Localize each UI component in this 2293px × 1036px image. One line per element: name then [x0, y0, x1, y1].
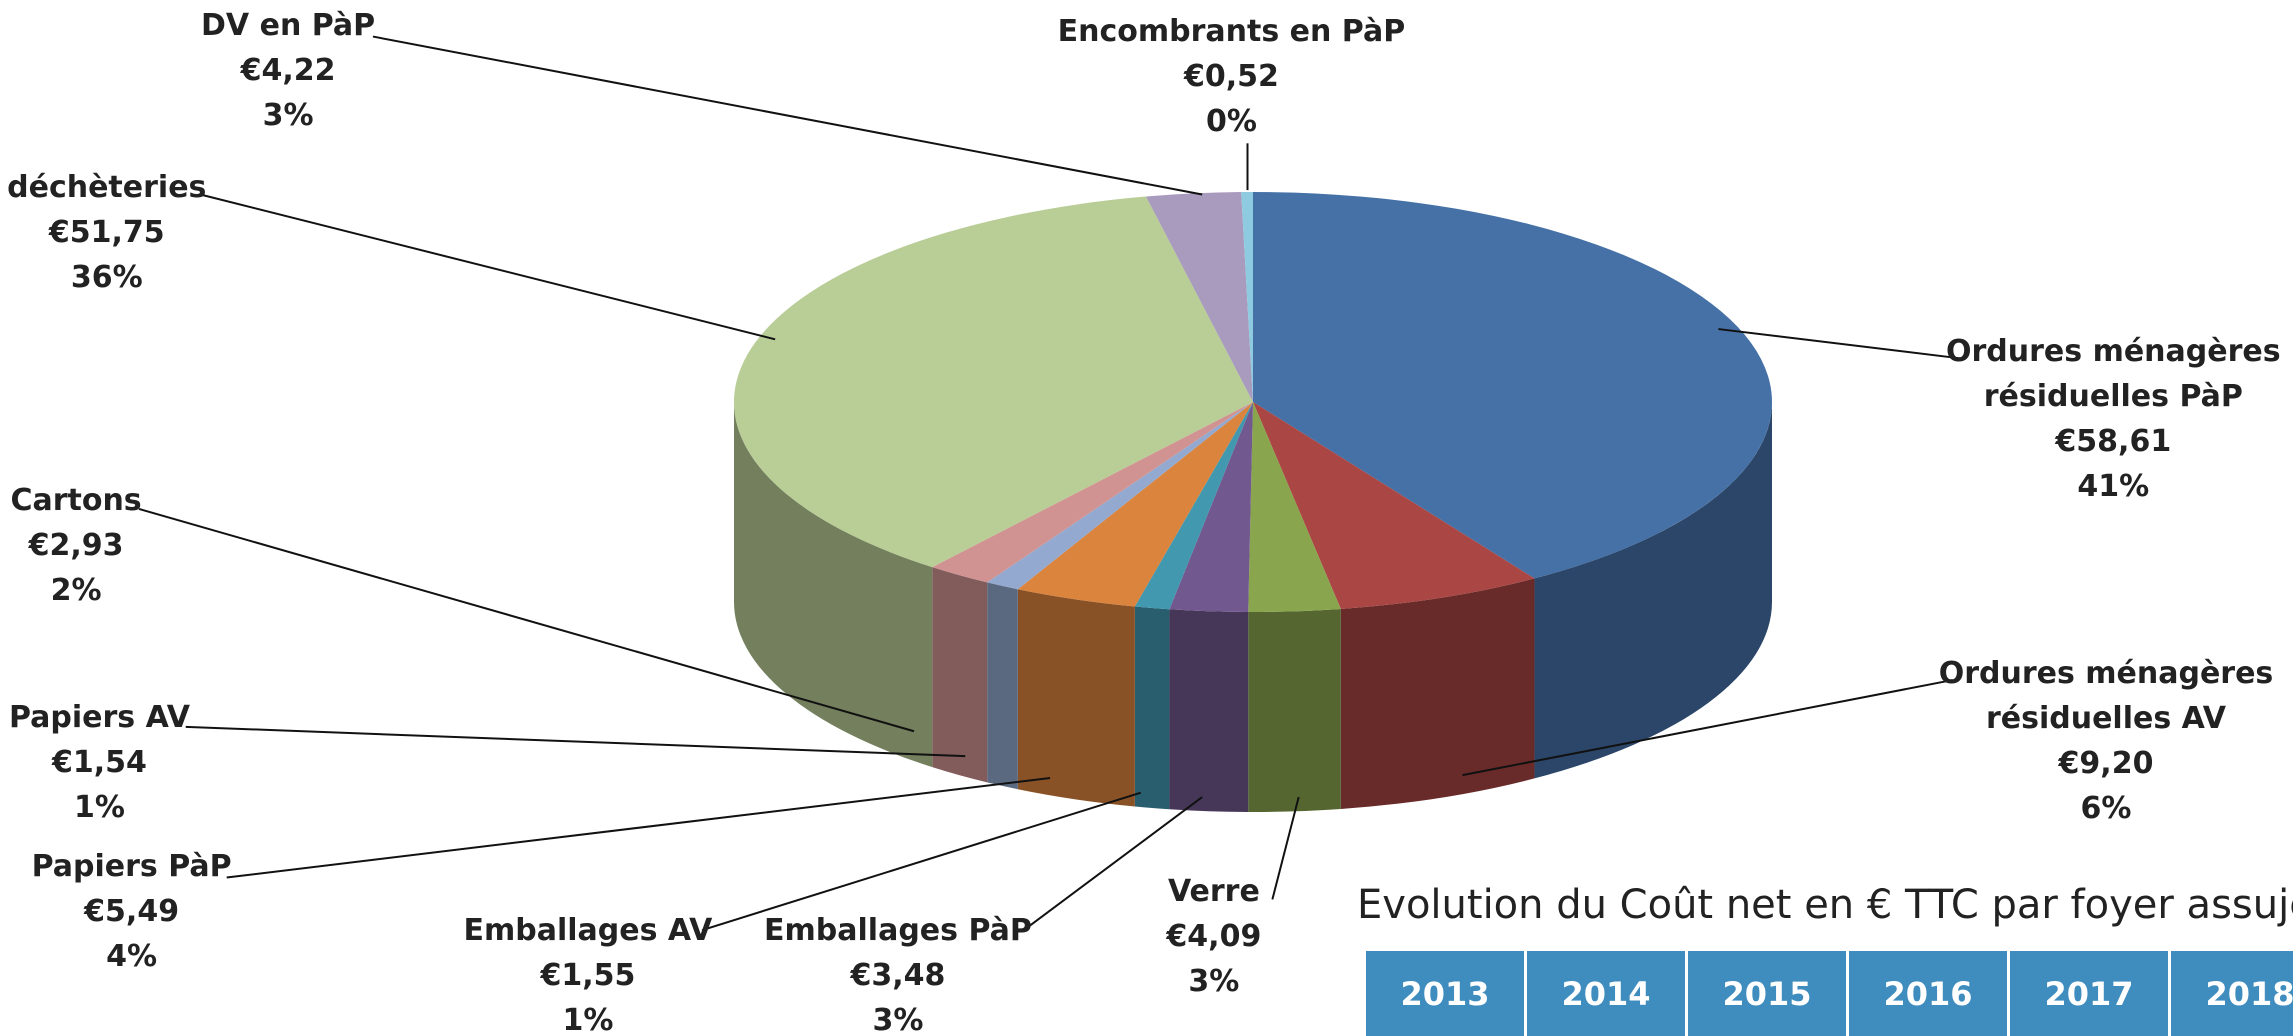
leader-line — [138, 507, 915, 733]
percent-label: 3% — [262, 97, 314, 133]
slice-label: Encombrants en PàP €0,52 0% — [983, 9, 1480, 144]
slice — [1253, 192, 1772, 579]
value-label: €58,61 — [2055, 424, 2172, 459]
value-label: €1,54 — [52, 744, 147, 780]
value-label: €9,20 — [2058, 745, 2154, 781]
slice-side — [987, 582, 1018, 790]
table-header-cell: 2018 — [2171, 951, 2293, 1036]
value-label: €4,09 — [1166, 918, 1262, 954]
category-label: Papiers AV — [8, 699, 190, 735]
value-label: €1,55 — [540, 958, 636, 994]
slice-side — [1134, 606, 1170, 810]
leader-line — [1271, 796, 1300, 900]
table-header-cell: 2015 — [1688, 951, 1846, 1036]
value-label: €0,52 — [1183, 58, 1279, 94]
leader-line — [1462, 679, 1953, 777]
leader-line — [185, 725, 966, 758]
category-label: Papiers PàP — [31, 848, 232, 884]
percent-label: 36% — [70, 260, 143, 296]
category-label: Cartons — [10, 483, 142, 519]
percent-label: 41% — [2077, 469, 2150, 504]
category-label: Emballages AV — [463, 913, 713, 949]
table-header-cell: 2016 — [1849, 951, 2007, 1036]
table-header-cell: 2014 — [1527, 951, 1685, 1036]
slice-side — [1169, 609, 1249, 812]
leader-line — [226, 777, 1051, 879]
leader-line — [1718, 328, 1960, 360]
percent-label: 3% — [1188, 963, 1240, 999]
leader-line — [372, 35, 1203, 196]
value-label: €3,48 — [850, 958, 946, 994]
slice-side — [734, 402, 933, 768]
category-label: Ordures ménagères résiduelles PàP — [1946, 334, 2281, 414]
slice-label: Papiers PàP €5,49 4% — [0, 844, 278, 979]
category-label: Encombrants en PàP — [1057, 13, 1406, 49]
slice — [1169, 402, 1253, 612]
category-label: DV en PàP — [201, 7, 376, 43]
slice-label: Ordures ménagères résiduelles AV €9,20 6% — [1865, 651, 2293, 831]
slice-label: Ordures ménagères résiduelles PàP €58,61 4… — [1872, 329, 2293, 509]
leader-line — [701, 791, 1142, 932]
slice — [1248, 402, 1341, 612]
slice-label: déchèteries €51,75 36% — [0, 165, 253, 300]
percent-label: 1% — [73, 789, 125, 825]
table-title: Evolution du Coût net en € TTC par foyer… — [1357, 882, 2293, 928]
percent-label: 2% — [50, 573, 102, 609]
value-label: €4,22 — [240, 52, 336, 88]
slice — [1241, 192, 1253, 402]
category-label: déchèteries — [7, 170, 207, 206]
category-label: Emballages PàP — [764, 913, 1032, 949]
slice-label: Papiers AV €1,54 1% — [0, 695, 246, 830]
slice-label: DV en PàP €4,22 3% — [156, 3, 419, 138]
value-label: €5,49 — [84, 893, 180, 929]
percent-label: 0% — [1205, 103, 1257, 139]
slice — [1253, 402, 1535, 609]
slice — [1017, 402, 1253, 607]
slice-side — [1017, 589, 1135, 807]
percent-label: 4% — [106, 938, 158, 974]
slice-side — [1248, 608, 1341, 812]
slice-side — [1534, 402, 1772, 779]
slice-label: Emballages PàP €3,48 3% — [708, 908, 1088, 1036]
category-label: Verre — [1167, 873, 1260, 909]
slice — [733, 196, 1253, 568]
percent-label: 3% — [872, 1003, 924, 1036]
table-header-cell: 2017 — [2010, 951, 2168, 1036]
slice — [932, 402, 1253, 583]
value-label: €51,75 — [48, 215, 165, 251]
slice-side — [932, 567, 988, 783]
leader-line — [200, 193, 776, 341]
slice-side — [1340, 578, 1535, 809]
percent-label: 6% — [2080, 790, 2132, 826]
leader-line — [1023, 796, 1203, 931]
percent-label: 1% — [562, 1003, 614, 1036]
slice-label: Cartons €2,93 2% — [0, 478, 186, 613]
slice — [1145, 192, 1253, 402]
value-label: €2,93 — [28, 528, 124, 564]
slice — [987, 402, 1253, 590]
slice-label: Emballages AV €1,55 1% — [398, 908, 778, 1036]
category-label: Ordures ménagères résiduelles AV — [1938, 655, 2274, 736]
slice-label: Verre €4,09 3% — [1097, 869, 1331, 1004]
slice — [1134, 402, 1253, 610]
table-header-cell: 2013 — [1366, 951, 1524, 1036]
